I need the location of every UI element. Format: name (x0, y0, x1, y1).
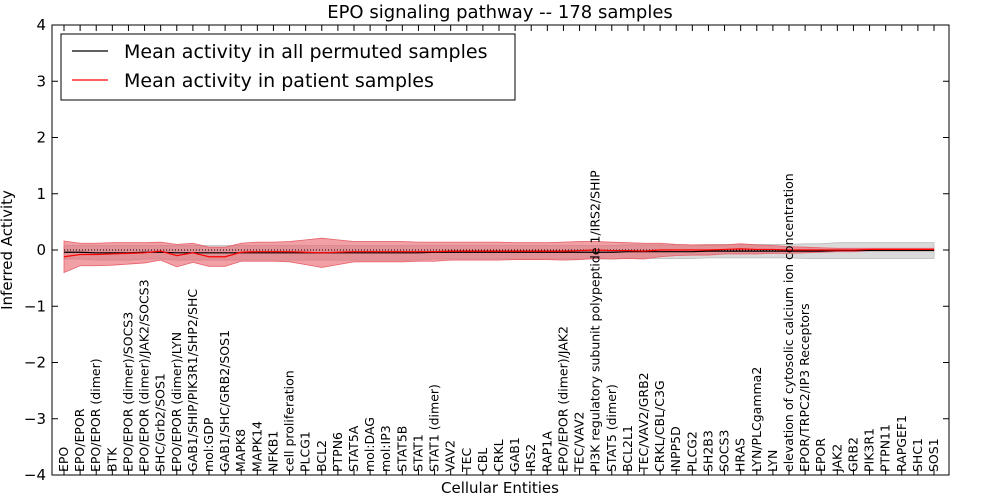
y-tick-label: 0 (36, 241, 46, 259)
x-tick-label: SOS1 (926, 438, 941, 472)
patient-mean-line (63, 248, 934, 258)
x-tick-label: HRAS (733, 438, 748, 472)
legend-box (60, 33, 516, 101)
x-axis: EPO EPO/EPOR EPO/EPOR (dimer) BTK EPO/EPOR (… (56, 25, 941, 475)
legend: Mean activity in all permuted samples Me… (60, 33, 516, 101)
x-tick-label: RAP1A (539, 431, 554, 472)
x-tick-label: elevation of cytosolic calcium ion conce… (781, 173, 796, 472)
x-tick-label: GAB1 (507, 437, 522, 472)
y-tick-label: 1 (36, 185, 46, 203)
x-tick-label: EPO/EPOR (dimer) (88, 358, 103, 472)
x-tick-label: EPOR (813, 438, 828, 472)
legend-label-permuted: Mean activity in all permuted samples (124, 41, 487, 63)
x-tick-label: LYN/PLCgamma2 (749, 367, 764, 472)
x-tick-label: NFKB1 (265, 431, 280, 472)
y-tick-label: 2 (36, 129, 46, 147)
y-tick-label: 4 (36, 16, 46, 34)
x-tick-label: LYN (765, 450, 780, 472)
x-tick-label: EPO/EPOR (dimer)/LYN (169, 332, 184, 472)
x-tick-label: CBL (475, 448, 490, 472)
x-tick-label: PTPN6 (330, 432, 345, 472)
x-tick-label: mol:DAG (362, 417, 377, 472)
y-axis: 4 3 2 1 0 −1 −2 −3 −4 (24, 16, 949, 484)
y-tick-label: −4 (24, 466, 46, 484)
x-tick-label: IRS2 (523, 444, 538, 472)
x-tick-label: STAT1 (dimer) (427, 384, 442, 472)
x-tick-label: MAPK14 (249, 421, 264, 472)
x-tick-label: JAK2 (829, 444, 844, 473)
x-tick-label: RAPGEF1 (894, 415, 909, 472)
x-axis-title: Cellular Entities (441, 479, 559, 497)
legend-label-patient: Mean activity in patient samples (124, 70, 434, 92)
x-tick-label: SOCS3 (717, 430, 732, 472)
x-tick-label: EPO/EPOR (dimer)/JAK2/SOCS3 (137, 279, 152, 472)
x-tick-label: mol:GDP (201, 417, 216, 472)
x-tick-label: SHC/Grb2/SOS1 (153, 373, 168, 472)
x-tick-label: VAV2 (443, 440, 458, 472)
x-tick-label: GAB1/SHC/GRB2/SOS1 (217, 330, 232, 472)
x-tick-label: PIK3R1 (862, 428, 877, 472)
x-tick-label: PTPN11 (878, 424, 893, 472)
x-tick-label: GRB2 (845, 437, 860, 472)
x-tick-label: INPP5D (668, 426, 683, 472)
x-tick-label: STAT1 (410, 434, 425, 472)
series-lines (63, 248, 934, 258)
x-tick-label: STAT5A (346, 425, 361, 472)
x-tick-label: SH2B3 (700, 430, 715, 472)
x-tick-label: EPO (56, 447, 71, 472)
x-tick-label: CRKL/CBL/C3G (652, 380, 667, 472)
y-tick-label: −2 (24, 354, 46, 372)
y-tick-label: −1 (24, 297, 46, 315)
x-tick-label: BTK (104, 447, 119, 472)
x-tick-label: EPO/EPOR (dimer)/JAK2 (555, 326, 570, 472)
x-tick-label: mol:IP3 (378, 425, 393, 472)
x-tick-label: TEC/VAV2 (572, 412, 587, 473)
x-tick-label: BCL2 (314, 440, 329, 472)
x-tick-label: cell proliferation (282, 370, 297, 472)
x-tick-label: MAPK8 (233, 429, 248, 472)
x-tick-label: TEC/VAV2/GRB2 (636, 372, 651, 473)
x-tick-label: PLCG2 (684, 431, 699, 472)
chart-title: EPO signaling pathway -- 178 samples (327, 2, 673, 23)
x-tick-label: TEC (459, 447, 474, 473)
x-tick-label: STAT5B (394, 426, 409, 472)
x-tick-label: EPO/EPOR (72, 408, 87, 472)
y-axis-title: Inferred Activity (0, 190, 16, 310)
x-tick-label: PI3K regulatory subunit polypeptide 1/IR… (588, 170, 603, 472)
x-tick-label: EPOR/TRPC2/IP3 Receptors (797, 303, 812, 472)
x-tick-label: GAB1/SHIP/PIK3R1/SHP2/SHC (185, 289, 200, 472)
y-tick-label: 3 (36, 72, 46, 90)
x-tick-label: CRKL (491, 439, 506, 472)
x-tick-label: PLCG1 (298, 431, 313, 472)
y-tick-label: −3 (24, 410, 46, 428)
x-tick-label: SHC1 (910, 438, 925, 472)
x-tick-label: BCL2L1 (620, 425, 635, 472)
x-tick-label: STAT5 (dimer) (604, 384, 619, 472)
permuted-mean-line (64, 249, 934, 254)
x-tick-label: EPO/EPOR (dimer)/SOCS3 (120, 312, 135, 472)
confidence-bands (63, 237, 935, 274)
